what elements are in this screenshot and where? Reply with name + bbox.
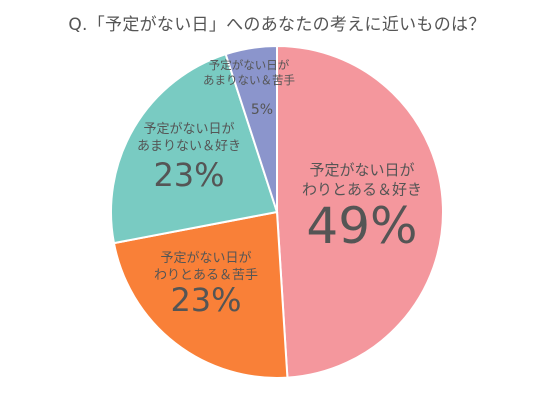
pie-slice-4 [224,44,278,213]
slice-label-4: 予定がない日があまりない＆苦手 [203,58,295,87]
slice-value-3: 23% [153,156,224,194]
slice-label-line: 予定がない日が [209,58,290,72]
pie-slice-3 [110,52,279,245]
slice-label-1: 予定がない日がわりとある＆好き [302,161,422,199]
slice-label-line: わりとある＆苦手 [154,267,258,283]
slice-label-line: 予定がない日が [309,161,414,179]
slice-label-line: 予定がない日が [143,122,234,137]
slice-label-line: 予定がない日が [160,251,251,266]
chart-title: Q.「予定がない日」へのあなたの考えに近いものは？ [68,15,486,35]
slice-label-line: あまりない＆苦手 [203,73,295,87]
slice-label-2: 予定がない日がわりとある＆苦手 [154,251,258,283]
slice-label-3: 予定がない日があまりない＆好き [137,122,241,154]
slice-label-line: わりとある＆好き [302,181,422,199]
slice-value-2: 23% [170,281,241,319]
slice-label-line: あまりない＆好き [137,139,241,154]
pie-slice-1 [276,44,444,379]
slice-value-4: 5% [251,102,273,118]
slice-value-1: 49% [306,197,417,255]
pie-slice-2 [112,210,289,379]
